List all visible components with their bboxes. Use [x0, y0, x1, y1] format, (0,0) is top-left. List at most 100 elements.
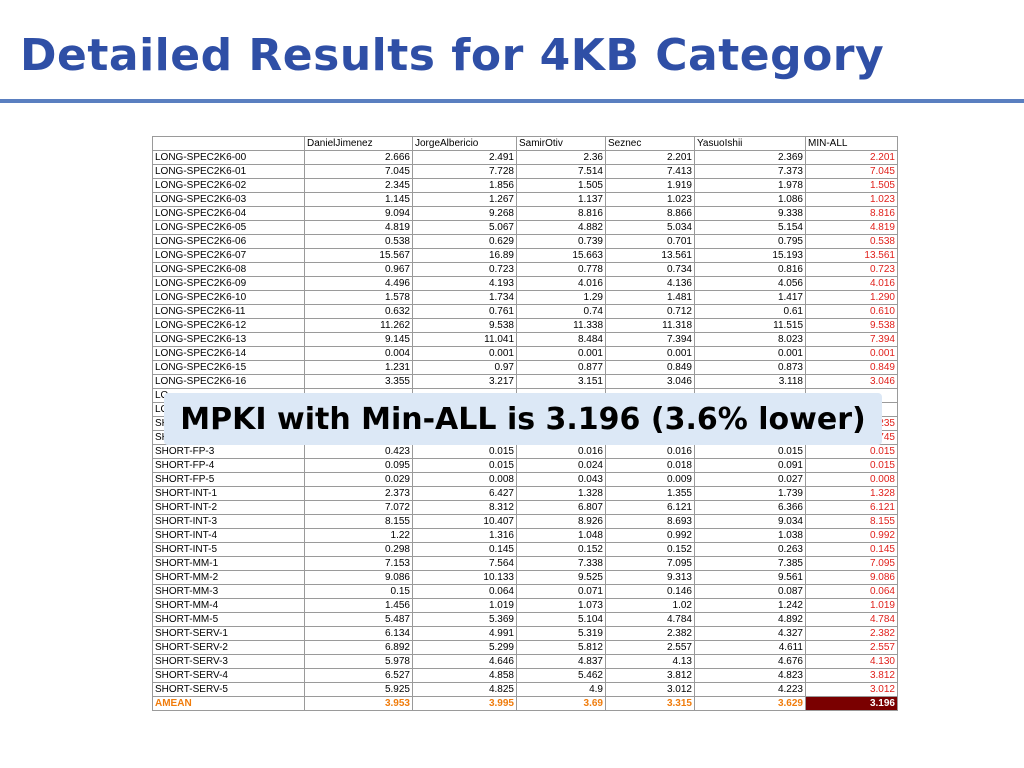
value-cell: 0.095 — [304, 458, 413, 473]
value-cell: 2.666 — [304, 150, 413, 165]
benchmark-name-cell: LONG-SPEC2K6-02 — [152, 178, 305, 193]
value-cell: 0.027 — [694, 472, 806, 487]
table-row: SHORT-MM-1 7.153 7.564 7.338 7.095 7.385 7.095 — [152, 556, 898, 571]
min-all-cell: 1.328 — [805, 486, 898, 501]
value-cell: 6.427 — [412, 486, 517, 501]
benchmark-name-cell: SHORT-INT-4 — [152, 528, 305, 543]
value-cell: 9.094 — [304, 206, 413, 221]
table-row: SHORT-MM-2 9.086 10.133 9.525 9.313 9.561 9.08… — [152, 570, 898, 585]
value-cell: 3.151 — [516, 374, 606, 389]
benchmark-name-cell: LONG-SPEC2K6-16 — [152, 374, 305, 389]
value-cell: 7.413 — [605, 164, 695, 179]
value-cell: 9.086 — [304, 570, 413, 585]
value-cell: 0.015 — [694, 444, 806, 459]
header-cell: MIN-ALL — [805, 136, 898, 151]
value-cell: 1.048 — [516, 528, 606, 543]
value-cell: 0.734 — [605, 262, 695, 277]
value-cell: 5.369 — [412, 612, 517, 627]
table-row: SHORT-SERV-2 6.892 5.299 5.812 2.557 4.611 2.5… — [152, 640, 898, 655]
amean-value-cell: 3.315 — [605, 696, 695, 711]
value-cell: 0.778 — [516, 262, 606, 277]
value-cell: 9.338 — [694, 206, 806, 221]
value-cell: 4.991 — [412, 626, 517, 641]
value-cell: 0.001 — [605, 346, 695, 361]
value-cell: 2.373 — [304, 486, 413, 501]
value-cell: 7.373 — [694, 164, 806, 179]
table-row: LONG-SPEC2K6-01 7.045 7.728 7.514 7.413 7.373… — [152, 164, 898, 179]
value-cell: 1.073 — [516, 598, 606, 613]
value-cell: 0.739 — [516, 234, 606, 249]
value-cell: 0.629 — [412, 234, 517, 249]
value-cell: 4.892 — [694, 612, 806, 627]
value-cell: 0.298 — [304, 542, 413, 557]
value-cell: 4.496 — [304, 276, 413, 291]
value-cell: 0.849 — [605, 360, 695, 375]
amean-value-cell: 3.995 — [412, 696, 517, 711]
value-cell: 0.018 — [605, 458, 695, 473]
table-row: LONG-SPEC2K6-12 11.262 9.538 11.338 11.318 11… — [152, 318, 898, 333]
min-all-cell: 13.561 — [805, 248, 898, 263]
value-cell: 2.345 — [304, 178, 413, 193]
benchmark-name-cell: SHORT-MM-2 — [152, 570, 305, 585]
min-all-cell: 0.538 — [805, 234, 898, 249]
value-cell: 9.145 — [304, 332, 413, 347]
header-cell: SamirOtiv — [516, 136, 606, 151]
benchmark-name-cell: LONG-SPEC2K6-13 — [152, 332, 305, 347]
amean-value-cell: 3.953 — [304, 696, 413, 711]
value-cell: 9.525 — [516, 570, 606, 585]
value-cell: 0.873 — [694, 360, 806, 375]
table-row: SHORT-FP-3 0.423 0.015 0.016 0.016 0.015 0.015 — [152, 444, 898, 459]
value-cell: 11.262 — [304, 318, 413, 333]
value-cell: 6.807 — [516, 500, 606, 515]
value-cell: 3.217 — [412, 374, 517, 389]
table-row: LONG-SPEC2K6-05 4.819 5.067 4.882 5.034 5.154… — [152, 220, 898, 235]
value-cell: 1.456 — [304, 598, 413, 613]
min-all-cell: 1.023 — [805, 192, 898, 207]
value-cell: 10.133 — [412, 570, 517, 585]
benchmark-name-cell: SHORT-INT-1 — [152, 486, 305, 501]
benchmark-name-cell: SHORT-SERV-4 — [152, 668, 305, 683]
table-row: LONG-SPEC2K6-00 2.666 2.491 2.36 2.201 2.369 2… — [152, 150, 898, 165]
value-cell: 0.967 — [304, 262, 413, 277]
value-cell: 0.016 — [605, 444, 695, 459]
value-cell: 7.728 — [412, 164, 517, 179]
value-cell: 10.407 — [412, 514, 517, 529]
value-cell: 0.016 — [516, 444, 606, 459]
header-cell — [152, 136, 305, 151]
benchmark-name-cell: LONG-SPEC2K6-09 — [152, 276, 305, 291]
table-row: SHORT-SERV-5 5.925 4.825 4.9 3.012 4.223 3.012 — [152, 682, 898, 697]
min-all-cell: 4.016 — [805, 276, 898, 291]
value-cell: 3.812 — [605, 668, 695, 683]
benchmark-name-cell: LONG-SPEC2K6-00 — [152, 150, 305, 165]
slide-title: Detailed Results for 4KB Category — [20, 30, 885, 81]
benchmark-name-cell: SHORT-MM-3 — [152, 584, 305, 599]
min-all-cell: 0.008 — [805, 472, 898, 487]
min-all-cell: 9.538 — [805, 318, 898, 333]
value-cell: 4.9 — [516, 682, 606, 697]
value-cell: 1.086 — [694, 192, 806, 207]
value-cell: 5.034 — [605, 220, 695, 235]
value-cell: 1.481 — [605, 290, 695, 305]
value-cell: 4.882 — [516, 220, 606, 235]
benchmark-name-cell: SHORT-SERV-1 — [152, 626, 305, 641]
value-cell: 15.193 — [694, 248, 806, 263]
value-cell: 0.004 — [304, 346, 413, 361]
value-cell: 0.74 — [516, 304, 606, 319]
value-cell: 0.15 — [304, 584, 413, 599]
table-row: SHORT-INT-2 7.072 8.312 6.807 6.121 6.366 6.12… — [152, 500, 898, 515]
value-cell: 7.045 — [304, 164, 413, 179]
table-row: LONG-SPEC2K6-14 0.004 0.001 0.001 0.001 0.001… — [152, 346, 898, 361]
value-cell: 7.095 — [605, 556, 695, 571]
header-cell: DanielJimenez — [304, 136, 413, 151]
value-cell: 0.538 — [304, 234, 413, 249]
value-cell: 6.134 — [304, 626, 413, 641]
value-cell: 0.043 — [516, 472, 606, 487]
table-row: SHORT-SERV-3 5.978 4.646 4.837 4.13 4.676 4.13… — [152, 654, 898, 669]
value-cell: 1.328 — [516, 486, 606, 501]
table-row: SHORT-MM-4 1.456 1.019 1.073 1.02 1.242 1.019 — [152, 598, 898, 613]
value-cell: 1.29 — [516, 290, 606, 305]
benchmark-name-cell: SHORT-MM-4 — [152, 598, 305, 613]
value-cell: 15.663 — [516, 248, 606, 263]
title-divider — [0, 99, 1024, 103]
value-cell: 4.825 — [412, 682, 517, 697]
